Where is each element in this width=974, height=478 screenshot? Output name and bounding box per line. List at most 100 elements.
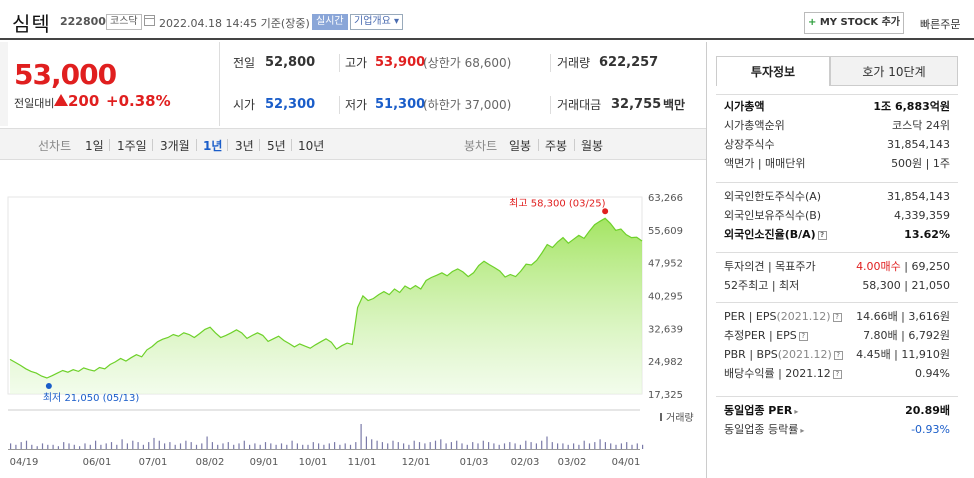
foreign-ratio-label: 외국인소진율(B/A) [724, 228, 816, 241]
volume-bar [562, 443, 564, 449]
lower-limit: (하한가 37,000) [423, 98, 512, 112]
volume-bar [270, 443, 272, 449]
volume-bar [376, 440, 378, 449]
volume-bar [551, 442, 553, 449]
help-icon[interactable]: ? [798, 331, 808, 341]
period-3y[interactable]: 3년 [235, 139, 254, 153]
current-price: 53,000 [14, 58, 117, 91]
volume-bar [254, 443, 256, 449]
foreign-ratio-label-wrap: 외국인소진율(B/A)? [724, 225, 827, 244]
tab-order-book[interactable]: 호가 10단계 [830, 56, 958, 86]
volume-bar [599, 439, 601, 449]
volume-bar [318, 443, 320, 449]
volume-bar [31, 444, 33, 449]
quick-order-link[interactable]: 빠른주문 [920, 18, 961, 31]
volume-bar [222, 443, 224, 449]
market-badge: 코스닥 [106, 14, 142, 30]
volume-bar [195, 444, 198, 449]
per-eps-date: (2021.12) [776, 310, 831, 323]
y-tick-label: 47,952 [648, 259, 683, 270]
x-tick-label: 11/01 [348, 457, 377, 468]
volume-bar [63, 442, 65, 449]
help-icon[interactable]: ? [832, 369, 842, 379]
52w-label: 52주최고 | 최저 [724, 279, 800, 292]
volume-bar [642, 444, 644, 449]
period-1w[interactable]: 1주일 [117, 139, 147, 153]
volume-bar [73, 444, 75, 449]
volume-bar [142, 444, 144, 449]
volume-bar [355, 442, 357, 449]
volume-bar [302, 444, 304, 449]
period-1d[interactable]: 1일 [85, 139, 104, 153]
realtime-button[interactable]: 실시간 [312, 14, 348, 30]
pbr-bps-label-wrap: PBR | BPS(2021.12)? [724, 345, 843, 364]
period-5y[interactable]: 5년 [267, 139, 286, 153]
industry-section: 동일업종 PER ▸ 20.89배 동일업종 등락률 ▸ -0.93% [716, 396, 958, 439]
volume-bar [509, 442, 511, 449]
volume-bar [573, 443, 575, 449]
volume-bar [158, 440, 160, 449]
volume-value: 622,257 [599, 55, 659, 70]
candle-daily[interactable]: 일봉 [509, 139, 532, 153]
candle-monthly[interactable]: 월봉 [581, 139, 604, 153]
volume-bar [148, 442, 150, 449]
volume-bar [296, 443, 298, 449]
period-1y[interactable]: 1년 [203, 139, 223, 153]
candle-weekly[interactable]: 주봉 [545, 139, 568, 153]
volume-bar [47, 444, 49, 449]
x-tick-label: 02/03 [511, 457, 540, 468]
y-tick-label: 24,982 [648, 357, 683, 368]
add-mystock-button[interactable]: + MY STOCK 추가 [804, 12, 904, 34]
volume-bar [365, 436, 367, 449]
volume-bar [328, 443, 330, 449]
foreign-held-label: 외국인보유주식수(B) [724, 209, 822, 222]
help-icon[interactable]: ? [833, 350, 843, 360]
volume-bar [546, 436, 548, 449]
volume-bar [89, 444, 91, 449]
industry-change-label[interactable]: 동일업종 등락률 [724, 423, 799, 436]
volume-bar [206, 436, 208, 449]
volume-bar [498, 444, 500, 449]
volume-bar [610, 443, 612, 449]
low-marker [45, 383, 52, 390]
industry-change-value: -0.93% [911, 423, 950, 436]
volume-bar [259, 444, 261, 449]
amount-unit: 백만 [663, 98, 686, 112]
help-icon[interactable]: ? [817, 230, 827, 240]
price-change-percent: +0.38% [106, 92, 171, 110]
volume-label: 거래량 [557, 56, 591, 70]
period-10y[interactable]: 10년 [298, 139, 325, 153]
high-value: 53,900 [375, 55, 426, 70]
prev-close-value: 52,800 [265, 55, 316, 70]
volume-bar [286, 444, 288, 449]
per-eps-label: PER | EPS [724, 310, 777, 323]
price-chart[interactable]: 63,266 55,609 47,952 40,295 32,639 24,982 17,3… [0, 180, 706, 478]
volume-bar [137, 442, 139, 449]
tab-investment-info[interactable]: 투자정보 [716, 56, 830, 86]
help-icon[interactable]: ? [832, 312, 842, 322]
volume-bar [461, 443, 463, 449]
dividend-label: 배당수익률 [724, 367, 775, 380]
company-overview-dropdown[interactable]: 기업개요 ▾ [350, 14, 404, 30]
period-3m[interactable]: 3개월 [160, 139, 190, 153]
industry-per-label[interactable]: 동일업종 PER [724, 404, 793, 417]
volume-bar [190, 442, 192, 449]
high-label: 고가 [345, 56, 368, 70]
volume-bar [174, 444, 176, 449]
stock-header: 심텍 222800 코스닥 2022.04.18 14:45 기준(장중) 실시… [0, 0, 974, 40]
volume-bar [567, 444, 569, 449]
per-eps-label-wrap: PER | EPS(2021.12)? [724, 307, 842, 326]
volume-bar [249, 444, 251, 449]
volume-bar [429, 442, 431, 449]
chart-period-bar: 선차트 1일 1주일 3개월 1년 3년 5년 10년 봉차트 일봉 주봉 월봉 [0, 128, 706, 160]
volume-bar [185, 440, 187, 449]
volume-bar [344, 443, 346, 449]
chevron-right-icon: ▸ [794, 407, 799, 416]
volume-bar [403, 443, 405, 449]
volume-bar [408, 444, 410, 449]
quote-datetime: 2022.04.18 14:45 기준(장중) [159, 17, 310, 30]
volume-bar [233, 444, 235, 449]
plus-icon: + [807, 17, 817, 28]
line-chart-label: 선차트 [38, 139, 72, 153]
x-tick-label: 12/01 [402, 457, 431, 468]
